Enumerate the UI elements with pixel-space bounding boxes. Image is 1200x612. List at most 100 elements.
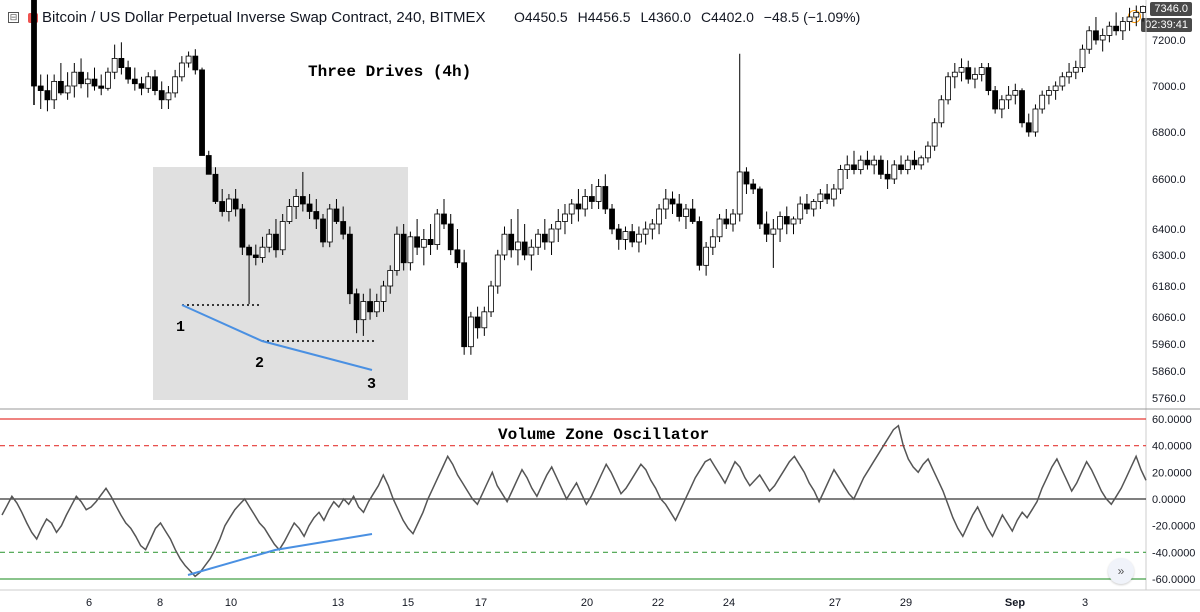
time-tick-label: 3 [1082,597,1088,609]
candle-body [898,164,904,170]
candle-body [299,196,306,205]
candle-body [998,99,1005,110]
candle [951,63,958,89]
candle [770,219,777,268]
candle [64,72,71,100]
candle-body [246,246,252,256]
candle [1059,72,1066,91]
price-tick-label: 6600.0 [1152,174,1186,186]
candle-body [172,76,179,94]
collapse-icon[interactable]: ⊟ [8,12,19,23]
candle-body [31,0,37,87]
price-tick-label: 7200.0 [1152,35,1186,47]
candle-body [925,145,931,159]
candle [904,155,911,175]
oscillator-axis[interactable]: 60.0000 40.0000 20.0000 0.0000 -20.0000 -40.0… [1152,414,1195,586]
candle [1140,5,1146,22]
candle-body [830,188,837,200]
candle [118,42,125,75]
countdown-tag: 02:39:41 [1141,18,1192,32]
candle [279,214,286,255]
candle [199,67,205,156]
candle-body [394,233,400,271]
candle-body [226,198,232,212]
current-price-tag: 7346.0 [1150,2,1192,16]
candle [555,209,562,242]
candle-body [763,223,770,235]
candle [797,196,804,224]
candle-body [420,238,427,248]
candle [1133,5,1140,27]
oscillator-tick-label: 40.0000 [1152,441,1192,453]
price-tick-label: 6300.0 [1152,250,1186,262]
candle-body [716,218,723,238]
candle-body [884,173,891,180]
candle [958,58,965,82]
price-tick-label: 6060.0 [1152,312,1186,324]
candle [474,306,481,339]
candle [804,194,810,214]
candle [31,0,37,87]
candle [642,221,649,245]
close-value: C4402.0 [700,9,754,25]
ohlc-readout: O4450.5 H4456.5 L4360.0 C4402.0 −48.5 (−… [514,9,866,25]
candle-body [790,218,797,225]
candle [871,155,878,175]
candle [407,231,414,271]
candle [494,249,501,294]
time-tick-label: 17 [475,597,487,609]
candle [125,60,131,84]
candle [898,155,904,175]
candle [938,95,945,128]
candle [239,204,246,255]
price-axis[interactable]: 7200.0 7000.0 6800.0 6600.0 6400.0 6300.0 6180… [1152,35,1186,405]
candle [521,224,528,261]
candle-body [750,183,757,190]
oscillator-divergence-line [187,533,373,576]
candle-body [1019,90,1025,124]
candle [1052,81,1059,100]
candle [837,164,844,194]
candle-body [232,198,239,210]
candle-body [770,228,777,235]
candle [1099,28,1106,52]
candle [649,219,656,240]
candle-body [447,223,454,251]
candle [548,224,555,255]
candle-body [467,316,474,348]
candle [158,81,165,109]
candle [313,199,320,229]
candle-body [877,159,884,175]
candle-body [555,221,562,230]
candle [582,189,589,217]
symbol-title[interactable]: Bitcoin / US Dollar Perpetual Inverse Sw… [42,9,486,26]
price-tick-label: 7000.0 [1152,81,1186,93]
candle [447,214,454,255]
candle-body [965,67,972,80]
candle [71,63,78,98]
scroll-to-realtime-button[interactable]: » [1108,558,1134,584]
time-axis[interactable]: 6 8 10 13 15 17 20 22 24 27 29 Sep 3 [86,597,1088,609]
candle [683,204,689,229]
candle [508,219,515,258]
candle [662,189,669,219]
candle-body [703,246,710,266]
candle-body [911,159,918,166]
candle-body [508,233,515,251]
candle-body [494,254,501,287]
candle [273,219,279,258]
candle-body [145,76,152,89]
candle-body [1052,85,1059,91]
candle [541,219,548,250]
candle-body [64,85,71,94]
candle-body [138,83,145,89]
candle-body [985,67,992,91]
candle-body [346,233,353,295]
candle [1119,17,1126,40]
candle [152,69,158,96]
time-tick-label: 27 [829,597,841,609]
candle [44,74,51,112]
candle [851,150,857,175]
